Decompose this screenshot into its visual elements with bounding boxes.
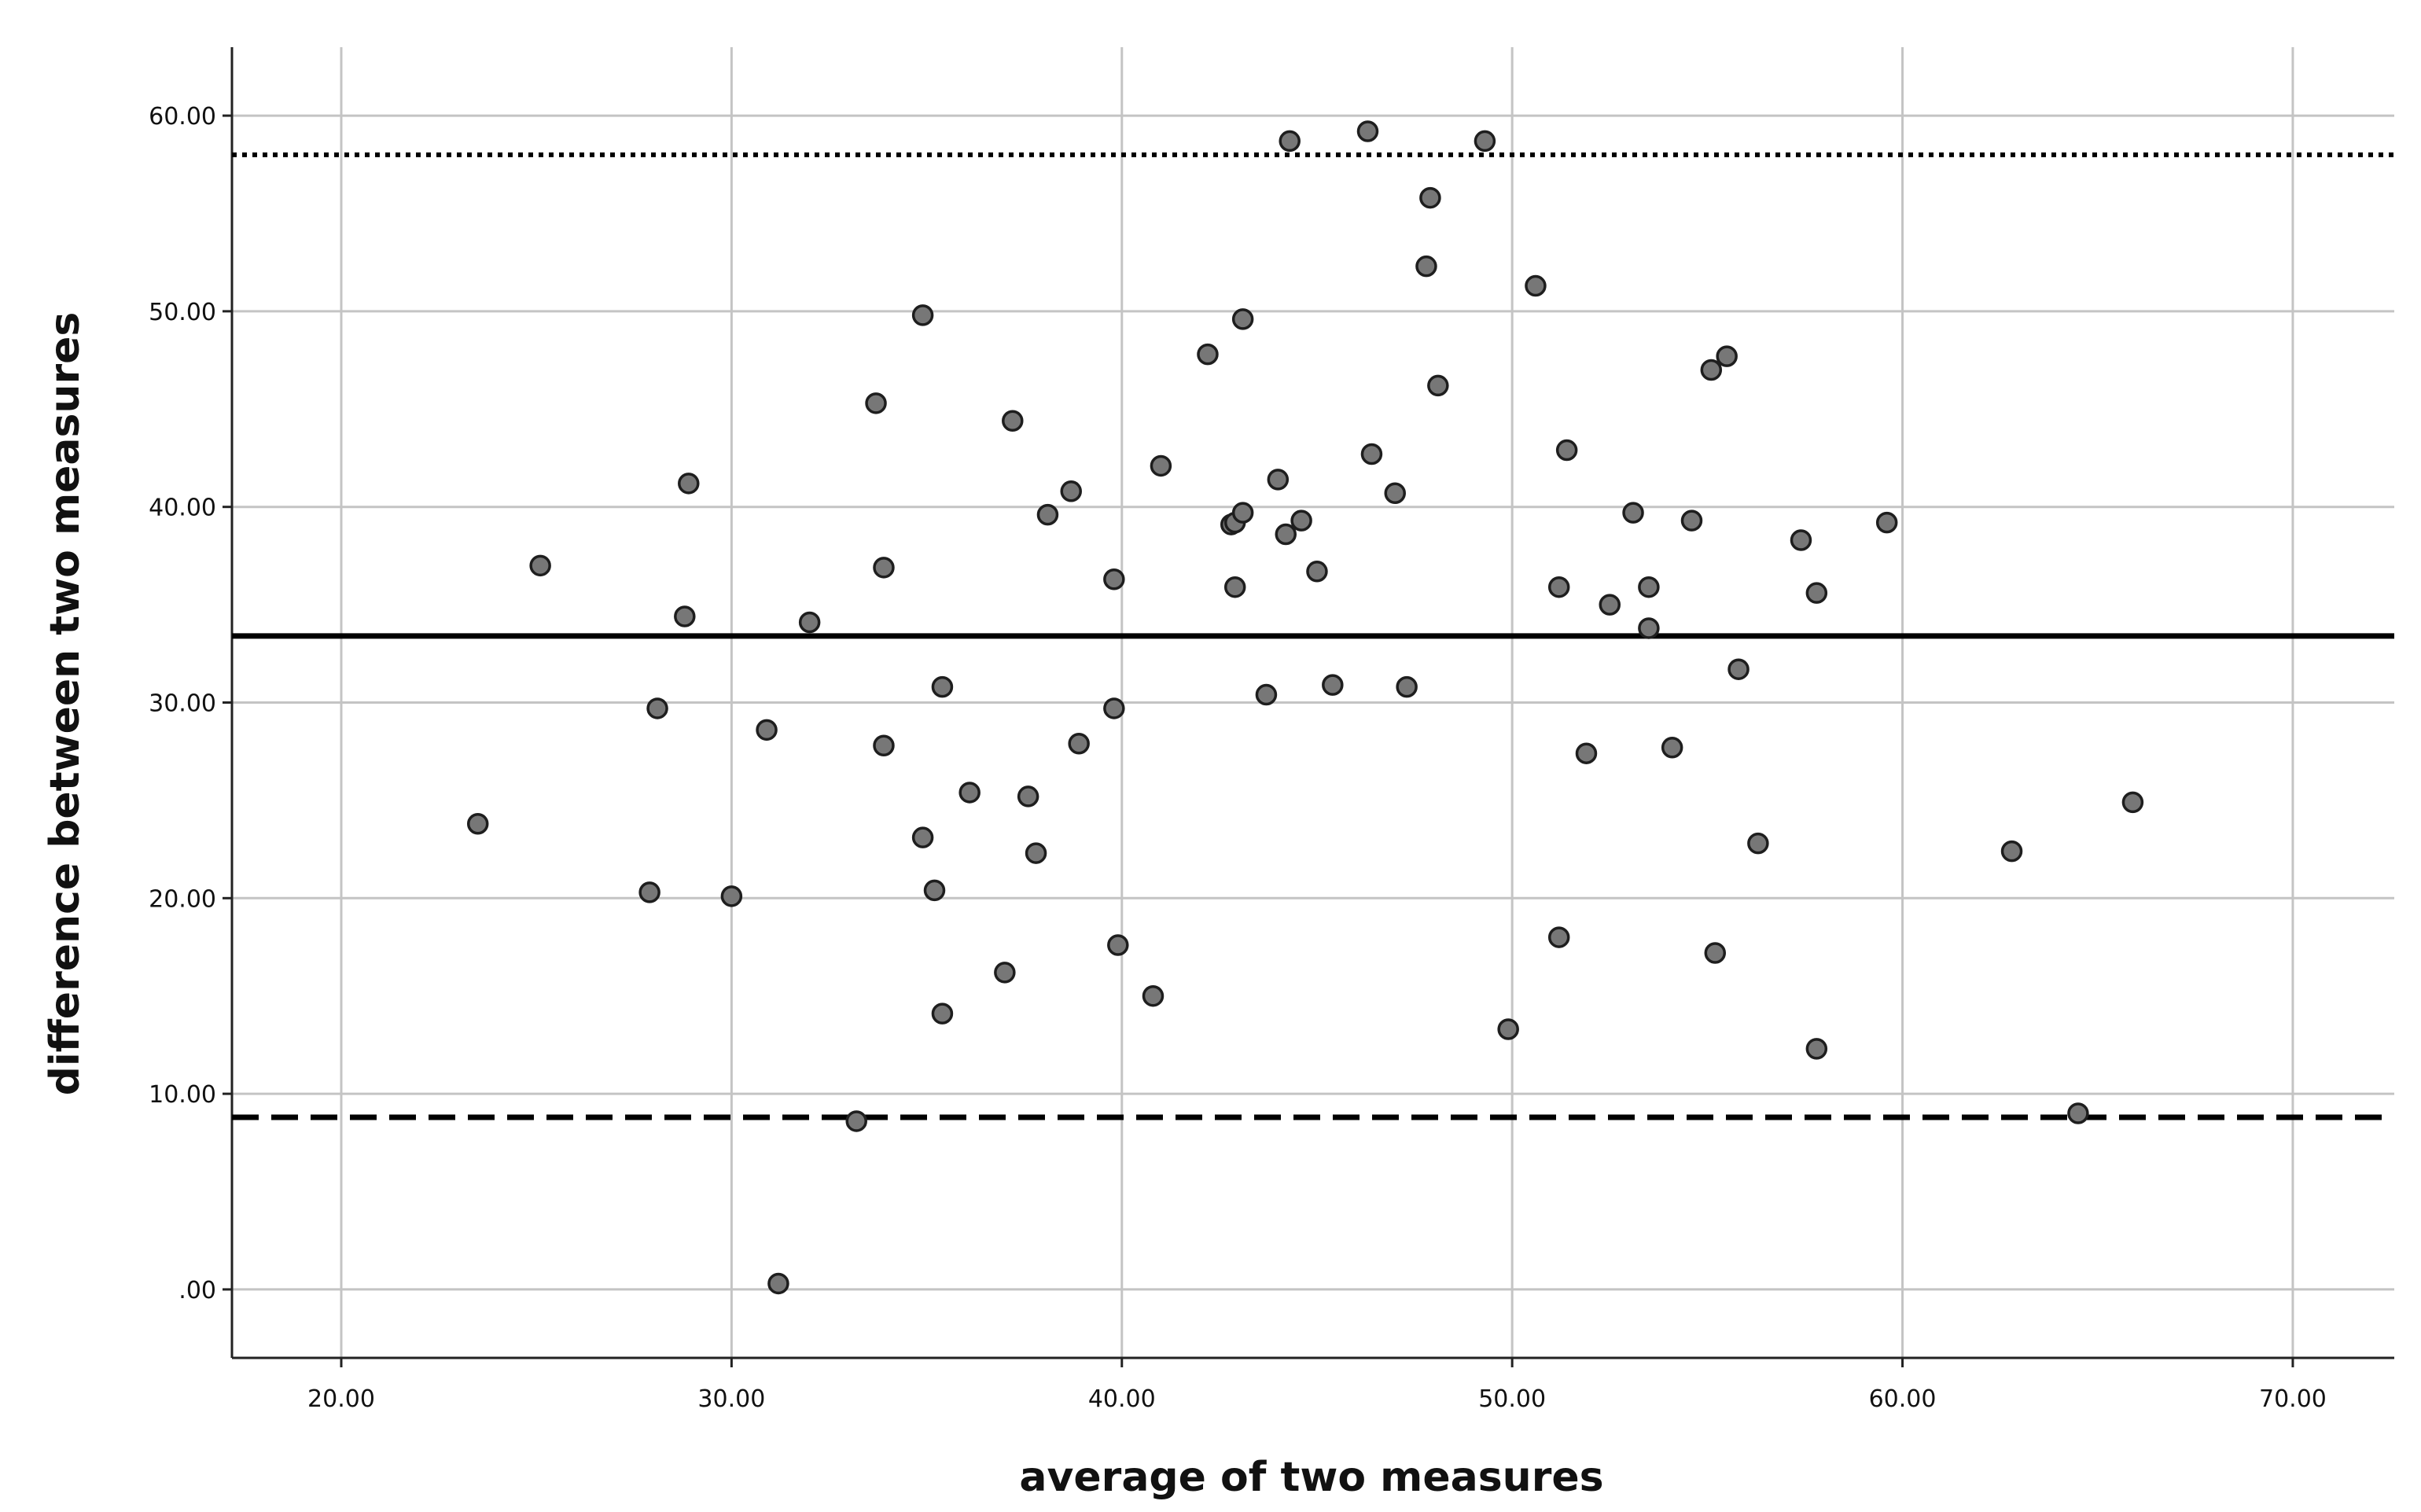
data-point [678,473,700,495]
data-point [1638,576,1660,598]
grid-lines [232,47,2394,1358]
data-point [1356,120,1379,142]
data-point [2067,1102,2089,1124]
data-point [646,697,668,719]
data-point [873,557,895,579]
data-point [638,881,660,903]
data-point [720,885,743,907]
data-point [1025,842,1047,864]
data-points [466,120,2144,1295]
data-point [1197,343,1219,366]
y-tick-labels: .00 10.00 20.00 30.00 40.00 50.00 60.00 [149,103,232,1304]
y-tick-label: 20.00 [149,885,216,913]
data-point [1231,502,1254,524]
data-point [1805,1038,1828,1060]
data-point [1267,469,1290,491]
data-point [1638,617,1660,639]
data-point [845,1110,867,1132]
data-point [1322,674,1344,696]
data-point [931,675,954,698]
y-tick-label: 30.00 [149,690,216,718]
x-tick-label: 70.00 [2259,1385,2327,1413]
data-point [911,826,934,848]
y-tick-label: 60.00 [149,103,216,131]
data-point [1306,561,1328,583]
data-point [1231,308,1254,330]
data-point [466,813,489,835]
data-point [1396,675,1418,698]
data-point [1103,568,1125,590]
data-point [2121,791,2144,814]
x-tick-label: 50.00 [1478,1385,1546,1413]
data-point [873,734,895,756]
data-point [798,611,821,634]
data-point [1290,510,1312,532]
data-point [1142,984,1165,1007]
data-point [1704,942,1727,964]
data-point [1700,359,1723,381]
data-point [1255,683,1278,706]
data-point [1525,274,1547,297]
data-point [865,392,887,414]
y-tick-label: 50.00 [149,299,216,326]
x-tick-label: 30.00 [697,1385,765,1413]
data-point [1747,832,1769,855]
data-point [1068,732,1090,755]
data-point [1599,594,1621,616]
data-point [1680,510,1703,532]
data-point [1103,697,1125,719]
data-point [1805,582,1828,604]
x-tick-label: 40.00 [1088,1385,1156,1413]
data-point [1547,576,1570,598]
data-point [1622,502,1644,524]
data-point [1547,926,1570,948]
data-point [1002,410,1024,432]
data-point [931,1002,954,1025]
data-point [1727,658,1750,680]
data-point [756,719,778,741]
data-point [1875,511,1898,534]
data-point [1419,186,1441,209]
data-point [1661,736,1683,759]
y-tick-label: .00 [178,1277,216,1304]
data-point [1427,374,1449,397]
data-point [1790,529,1812,551]
data-point [1060,480,1082,502]
x-tick-labels: 20.00 30.00 40.00 50.00 60.00 70.00 [307,1358,2327,1413]
data-point [994,962,1016,984]
data-point [1384,482,1406,505]
data-point [767,1272,789,1295]
data-point [1360,443,1383,465]
data-point [958,782,981,804]
y-tick-label: 10.00 [149,1081,216,1109]
data-point [674,605,696,627]
data-point [1036,503,1059,526]
data-point [1415,255,1437,278]
data-point [1223,576,1246,598]
data-point [1716,345,1738,367]
x-axis-title: average of two measures [1019,1454,1603,1501]
data-point [911,304,934,326]
data-point [1555,439,1578,462]
y-axis-title: difference between two measures [42,312,89,1096]
x-tick-label: 20.00 [307,1385,375,1413]
reference-lines [232,152,2394,1120]
data-point [1575,742,1598,764]
data-point [1279,130,1301,153]
data-point [923,879,946,902]
data-point [1275,523,1297,546]
data-point [2000,840,2023,863]
x-tick-label: 60.00 [1869,1385,1937,1413]
data-point [1474,130,1496,153]
data-point [1497,1018,1519,1040]
data-point [1107,934,1129,956]
data-point [529,554,551,577]
data-point [1017,785,1039,808]
y-tick-label: 40.00 [149,495,216,522]
data-point [1150,454,1172,477]
